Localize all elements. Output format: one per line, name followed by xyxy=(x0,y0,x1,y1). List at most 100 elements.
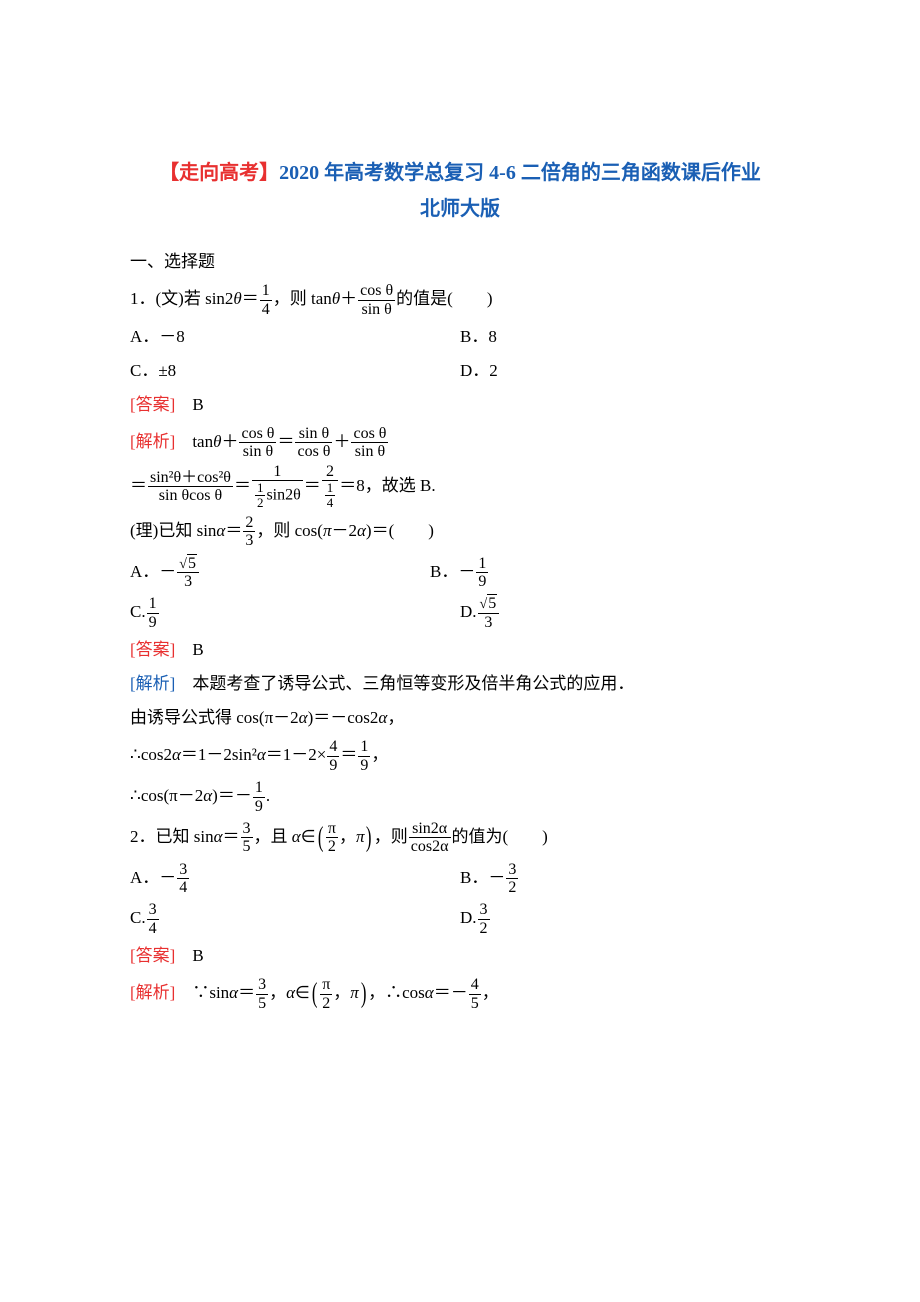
den: 5 xyxy=(256,995,268,1013)
frac: 19 xyxy=(147,595,159,631)
text: ∵sin xyxy=(175,983,229,1002)
den: 12sin2θ xyxy=(252,481,303,511)
text: ，则 cos( xyxy=(256,521,323,540)
pi: π xyxy=(350,983,359,1002)
title-year: 2020 xyxy=(279,162,319,184)
q2-analysis: [解析] ∵sinα＝35，α∈(π2，π)，∴cosα＝－45， xyxy=(130,973,790,1014)
q1-wen-options-row2: C．±8 D．2 xyxy=(130,354,790,388)
document-title: 【走向高考】2020 年高考数学总复习 4-6 二倍角的三角函数课后作业 北师大… xyxy=(130,155,790,227)
text: tan xyxy=(175,432,213,451)
sqrt-icon: 5 xyxy=(480,595,498,613)
den: 2 xyxy=(255,496,266,510)
title-prefix: 【走向高考】 xyxy=(159,162,279,184)
frac: π2 xyxy=(320,976,332,1012)
frac: 45 xyxy=(469,976,481,1012)
analysis-label: [解析] xyxy=(130,983,175,1002)
text: ∴cos(π－2 xyxy=(130,786,203,805)
rparen-icon: ) xyxy=(366,827,372,849)
answer-value: B xyxy=(175,640,203,659)
q2-stem: 2．已知 sinα＝35，且 α∈(π2，π)，则sin2αcos2α的值为( … xyxy=(130,817,790,858)
frac: π2 xyxy=(326,820,338,856)
num: 1 xyxy=(260,282,272,301)
alpha: α xyxy=(214,827,223,846)
frac: 53 xyxy=(478,595,500,631)
den: sin θcos θ xyxy=(148,487,233,505)
num: sin2α xyxy=(409,820,451,839)
text: ＝1－2sin² xyxy=(181,745,257,764)
den: 9 xyxy=(476,573,488,591)
den: 9 xyxy=(253,798,265,816)
alpha: α xyxy=(292,827,301,846)
num: 4 xyxy=(469,976,481,995)
frac: 19 xyxy=(358,738,370,774)
den: 4 xyxy=(325,496,336,510)
frac: cos θsin θ xyxy=(351,425,388,461)
q1-li-optB: B．－19 xyxy=(430,552,610,593)
analysis-label: [解析] xyxy=(130,674,175,693)
den: 2 xyxy=(506,879,518,897)
den: 14 xyxy=(322,481,339,511)
den: 2 xyxy=(326,838,338,856)
theta: θ xyxy=(332,289,340,308)
frac: cos θsin θ xyxy=(239,425,276,461)
den: 4 xyxy=(260,301,272,319)
frac: 49 xyxy=(327,738,339,774)
num: 1 xyxy=(147,595,159,614)
q1-optA: A．－8 xyxy=(130,320,460,354)
text: )＝－cos2 xyxy=(308,708,379,727)
lparen-icon: ( xyxy=(312,983,318,1005)
den: 4 xyxy=(177,879,189,897)
text: ＝－ xyxy=(434,983,468,1002)
radicand: 5 xyxy=(487,594,497,612)
den: 5 xyxy=(241,838,253,856)
den: sin θ xyxy=(351,443,388,461)
radicand: 5 xyxy=(187,554,197,572)
q2-optB: B．－32 xyxy=(460,858,790,899)
q1-optC: C．±8 xyxy=(130,354,460,388)
sqrt-icon: 5 xyxy=(179,555,197,573)
num: 3 xyxy=(177,861,189,880)
frac: sin²θ＋cos²θsin θcos θ xyxy=(148,469,233,505)
text: ， xyxy=(269,983,286,1002)
q1-li-step2: ∴cos2α＝1－2sin²α＝1－2×49＝19， xyxy=(130,735,790,776)
q1-wen-analysis-line2: ＝sin²θ＋cos²θsin θcos θ＝112sin2θ＝214＝8，故选… xyxy=(130,463,790,511)
q2-optC: C.34 xyxy=(130,898,460,939)
den: 5 xyxy=(469,995,481,1013)
theta: θ xyxy=(233,289,241,308)
eq: ＝ xyxy=(130,476,147,495)
num: 1 xyxy=(255,481,266,496)
frac: 19 xyxy=(476,555,488,591)
q1-optD: D．2 xyxy=(460,354,790,388)
alpha: α xyxy=(229,983,238,1002)
eq: ＝ xyxy=(223,827,240,846)
den: 2 xyxy=(478,920,490,938)
text: ， xyxy=(482,983,499,1002)
q2-optA: A．－34 xyxy=(130,858,460,899)
comma: ， xyxy=(333,983,350,1002)
frac: sin θcos θ xyxy=(295,425,332,461)
eq: ＝ xyxy=(242,289,259,308)
text: A．－ xyxy=(130,868,176,887)
rparen-icon: ) xyxy=(361,983,367,1005)
text: )＝－ xyxy=(212,786,252,805)
alpha: α xyxy=(299,708,308,727)
frac: 12 xyxy=(255,481,266,511)
title-mid: 年高考数学总复习 4-6 二倍角的三角函数课后作业 xyxy=(319,162,761,184)
q1-li-options-row2: C.19 D.53 xyxy=(130,592,790,633)
lparen-icon: ( xyxy=(317,827,323,849)
q2-answer: [答案] B xyxy=(130,939,790,973)
eq: ＝ xyxy=(277,432,294,451)
plus: ＋ xyxy=(221,432,238,451)
text: B．－ xyxy=(460,868,505,887)
num: cos θ xyxy=(351,425,388,444)
num: π xyxy=(320,976,332,995)
q1-li-step3: ∴cos(π－2α)＝－19. xyxy=(130,776,790,817)
den: 9 xyxy=(147,614,159,632)
den: 9 xyxy=(358,757,370,775)
text: ， xyxy=(371,745,388,764)
answer-label: [答案] xyxy=(130,640,175,659)
tail: )＝( ) xyxy=(366,521,434,540)
q1-wen-options-row1: A．－8 B．8 xyxy=(130,320,790,354)
text: ＝ xyxy=(340,745,357,764)
text: －2 xyxy=(331,521,357,540)
